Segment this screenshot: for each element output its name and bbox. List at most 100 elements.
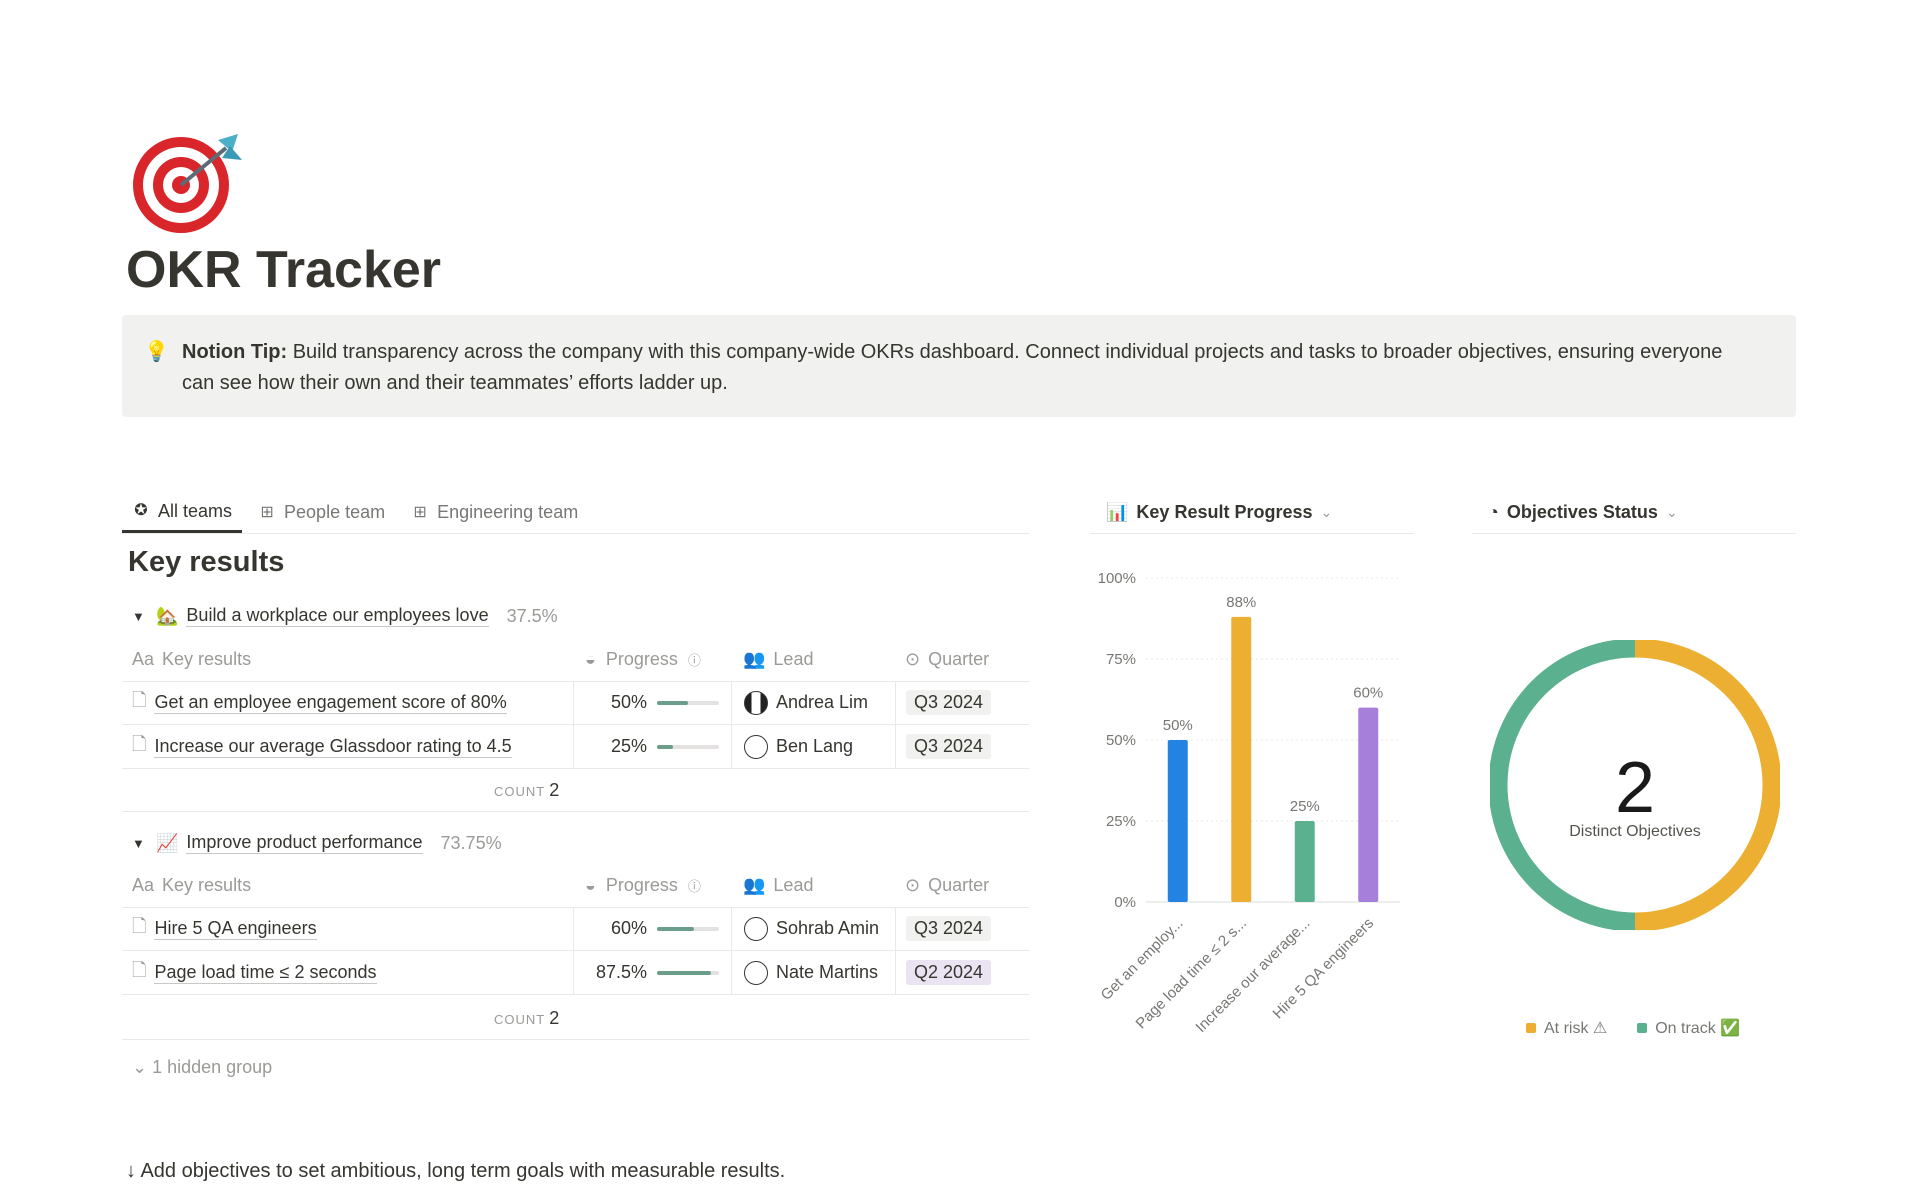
column-header-progress[interactable]: ◒ Progress ⓘ <box>573 638 731 681</box>
column-header-quarter[interactable]: ⊙ Quarter <box>895 864 1029 907</box>
chart-header-objectives-status[interactable]: ◔ Objectives Status ⌄ <box>1472 492 1796 534</box>
tab-all-teams[interactable]: ✪ All teams <box>122 492 243 533</box>
dart-target-icon <box>126 130 246 235</box>
column-header-quarter[interactable]: ⊙ Quarter <box>895 638 1029 681</box>
group-emoji-icon: 📈 <box>156 832 179 853</box>
view-tabs: ✪ All teams ⊞ People team ⊞ Engineering tea… <box>122 492 1029 534</box>
lead-name[interactable]: Nate Martins <box>776 962 879 982</box>
objectives-status-donut: 2 Distinct Objectives <box>1490 640 1780 930</box>
column-header-lead[interactable]: 👥 Lead <box>731 864 895 907</box>
key-result-name[interactable]: Get an employee engagement score of 80% <box>154 691 507 714</box>
group-name[interactable]: Build a workplace our employees love <box>186 605 489 627</box>
text-property-icon: Aa <box>132 649 155 669</box>
data-label: 88% <box>1226 594 1256 611</box>
table-icon: ⊞ <box>260 503 274 521</box>
page-icon: 🗋 <box>132 959 147 980</box>
y-tick-label: 25% <box>1106 813 1136 830</box>
column-label: Progress <box>605 649 678 669</box>
donut-slice-on-track <box>1490 640 1636 930</box>
table-row[interactable]: 🗋 Hire 5 QA engineers 60% Sohrab Amin Q3 … <box>122 907 1029 951</box>
group-name[interactable]: Improve product performance <box>186 832 423 854</box>
chart-header-key-result-progress[interactable]: 📊 Key Result Progress ⌄ <box>1090 492 1414 534</box>
pie-chart-icon: ◔ <box>1488 502 1499 522</box>
avatar <box>744 734 768 759</box>
tab-engineering-team[interactable]: ⊞ Engineering team <box>401 492 588 533</box>
formula-icon: ◒ <box>585 649 596 669</box>
group-progress: 37.5% <box>506 605 558 626</box>
callout-text: Build transparency across the company wi… <box>182 341 1723 394</box>
avatar <box>744 690 768 715</box>
y-tick-label: 0% <box>1114 894 1136 911</box>
lead-name[interactable]: Andrea Lim <box>776 692 869 712</box>
quarter-tag: Q2 2024 <box>906 960 992 985</box>
chevron-down-icon: ⌄ <box>1320 504 1333 520</box>
column-header-key-results[interactable]: Aa Key results <box>122 864 573 907</box>
key-result-name[interactable]: Increase our average Glassdoor rating to… <box>154 735 512 758</box>
column-label: Progress <box>605 875 678 895</box>
donut-center-label: Distinct Objectives <box>1569 823 1701 840</box>
tab-label: People team <box>284 502 386 522</box>
hidden-groups-toggle[interactable]: ⌄ 1 hidden group <box>132 1057 272 1078</box>
page-title: OKR Tracker <box>126 241 442 299</box>
progress-bar <box>657 926 719 931</box>
group-emoji-icon: 🏡 <box>156 605 179 626</box>
key-result-progress-chart: 0%25%50%75%100%50%Get an employ...88%Pag… <box>1098 570 1400 1036</box>
callout-label: Notion Tip: <box>182 341 288 363</box>
group-divider <box>122 1039 1029 1040</box>
table-row[interactable]: 🗋 Increase our average Glassdoor rating t… <box>122 725 1029 769</box>
column-label: Key results <box>162 875 252 895</box>
select-icon: ⊙ <box>905 649 921 669</box>
bar-chart-icon: 📊 <box>1106 502 1129 522</box>
progress-value: 25% <box>610 736 647 756</box>
key-result-name[interactable]: Page load time ≤ 2 seconds <box>154 961 377 984</box>
x-tick-label: Page load time ≤ 2 s... <box>1133 915 1250 1032</box>
lead-name[interactable]: Ben Lang <box>776 736 854 756</box>
group-progress: 73.75% <box>440 832 502 853</box>
page-icon: 🗋 <box>132 915 147 936</box>
collapse-triangle-icon[interactable]: ▼ <box>132 608 145 624</box>
column-header-lead[interactable]: 👥 Lead <box>731 638 895 681</box>
group-header[interactable]: ▼ 🏡 Build a workplace our employees love… <box>132 605 558 627</box>
progress-bar <box>657 970 719 975</box>
bar <box>1358 707 1379 902</box>
bar <box>1231 616 1252 902</box>
quarter-tag: Q3 2024 <box>906 734 992 759</box>
collapse-triangle-icon[interactable]: ▼ <box>132 835 145 851</box>
progress-value: 87.5% <box>595 962 647 982</box>
bar <box>1167 740 1188 902</box>
legend-item-at-risk: At risk ⚠ <box>1526 1018 1607 1038</box>
notion-tip-callout: 💡 Notion Tip: Build transparency across … <box>122 315 1796 417</box>
table-header-row: Aa Key results ◒ Progress ⓘ 👥 Lead ⊙ Quarter <box>122 638 1029 682</box>
count-value: 2 <box>549 780 561 800</box>
donut-center-value: 2 <box>1615 748 1655 828</box>
table-row[interactable]: 🗋 Page load time ≤ 2 seconds 87.5% Nate M… <box>122 951 1029 995</box>
y-tick-label: 50% <box>1106 732 1136 749</box>
progress-value: 50% <box>610 692 647 712</box>
count-label: COUNT <box>494 784 546 799</box>
donut-legend: At risk ⚠ On track ✅ <box>1526 1018 1740 1038</box>
column-label: Lead <box>773 649 814 669</box>
group-count: COUNT 2 <box>494 780 560 801</box>
chevron-down-icon: ⌄ <box>1665 504 1678 520</box>
group-header[interactable]: ▼ 📈 Improve product performance 73.75% <box>132 832 502 854</box>
column-label: Key results <box>162 649 252 669</box>
tab-label: Engineering team <box>437 502 579 522</box>
lead-name[interactable]: Sohrab Amin <box>776 918 880 938</box>
info-icon: ⓘ <box>687 653 701 668</box>
column-header-key-results[interactable]: Aa Key results <box>122 638 573 681</box>
progress-bar <box>657 700 719 705</box>
page-icon: 🗋 <box>132 689 147 710</box>
table-row[interactable]: 🗋 Get an employee engagement score of 80%… <box>122 681 1029 725</box>
group-count: COUNT 2 <box>494 1008 560 1029</box>
table-header-row: Aa Key results ◒ Progress ⓘ 👥 Lead ⊙ Quarter <box>122 864 1029 908</box>
column-header-progress[interactable]: ◒ Progress ⓘ <box>573 864 731 907</box>
chart-title: Objectives Status <box>1506 502 1658 522</box>
key-result-name[interactable]: Hire 5 QA engineers <box>154 917 317 940</box>
x-tick-label: Increase our average... <box>1192 915 1313 1036</box>
progress-value: 60% <box>610 918 647 938</box>
tab-people-team[interactable]: ⊞ People team <box>248 492 395 533</box>
formula-icon: ◒ <box>585 875 596 895</box>
column-label: Quarter <box>928 649 990 669</box>
progress-bar <box>657 744 719 749</box>
data-label: 25% <box>1290 798 1320 815</box>
